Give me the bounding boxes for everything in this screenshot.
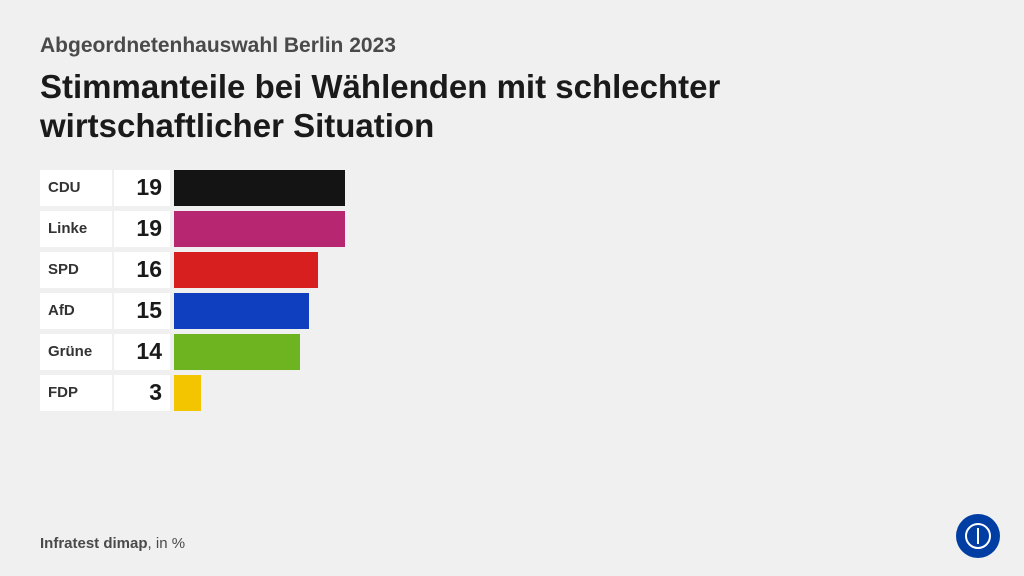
chart-subtitle: Abgeordnetenhauswahl Berlin 2023 bbox=[40, 34, 984, 58]
bar-track bbox=[174, 252, 984, 288]
bar-fill bbox=[174, 375, 201, 411]
chart-row: SPD16 bbox=[40, 252, 984, 288]
logo-glyph bbox=[965, 523, 991, 549]
party-label: FDP bbox=[40, 375, 112, 411]
chart-title: Stimmanteile bei Wählenden mit schlechte… bbox=[40, 68, 920, 146]
party-value: 19 bbox=[114, 211, 170, 247]
chart-header: Abgeordnetenhauswahl Berlin 2023 Stimman… bbox=[0, 0, 1024, 146]
chart-row: AfD15 bbox=[40, 293, 984, 329]
chart-source: Infratest dimap, in % bbox=[40, 535, 185, 552]
party-value: 16 bbox=[114, 252, 170, 288]
bar-track bbox=[174, 334, 984, 370]
bar-fill bbox=[174, 252, 318, 288]
chart-row: Linke19 bbox=[40, 211, 984, 247]
party-value: 14 bbox=[114, 334, 170, 370]
bar-fill bbox=[174, 170, 345, 206]
source-unit: , in % bbox=[148, 535, 186, 552]
party-label: Grüne bbox=[40, 334, 112, 370]
bar-fill bbox=[174, 334, 300, 370]
bar-chart: CDU19Linke19SPD16AfD15Grüne14FDP3 bbox=[0, 146, 1024, 411]
bar-track bbox=[174, 211, 984, 247]
bar-track bbox=[174, 293, 984, 329]
bar-fill bbox=[174, 211, 345, 247]
chart-row: Grüne14 bbox=[40, 334, 984, 370]
chart-row: CDU19 bbox=[40, 170, 984, 206]
party-value: 19 bbox=[114, 170, 170, 206]
bar-fill bbox=[174, 293, 309, 329]
bar-track bbox=[174, 375, 984, 411]
bar-track bbox=[174, 170, 984, 206]
party-label: CDU bbox=[40, 170, 112, 206]
source-name: Infratest dimap bbox=[40, 535, 148, 552]
party-label: SPD bbox=[40, 252, 112, 288]
broadcaster-logo bbox=[956, 514, 1000, 558]
party-label: AfD bbox=[40, 293, 112, 329]
party-value: 15 bbox=[114, 293, 170, 329]
party-label: Linke bbox=[40, 211, 112, 247]
chart-row: FDP3 bbox=[40, 375, 984, 411]
party-value: 3 bbox=[114, 375, 170, 411]
